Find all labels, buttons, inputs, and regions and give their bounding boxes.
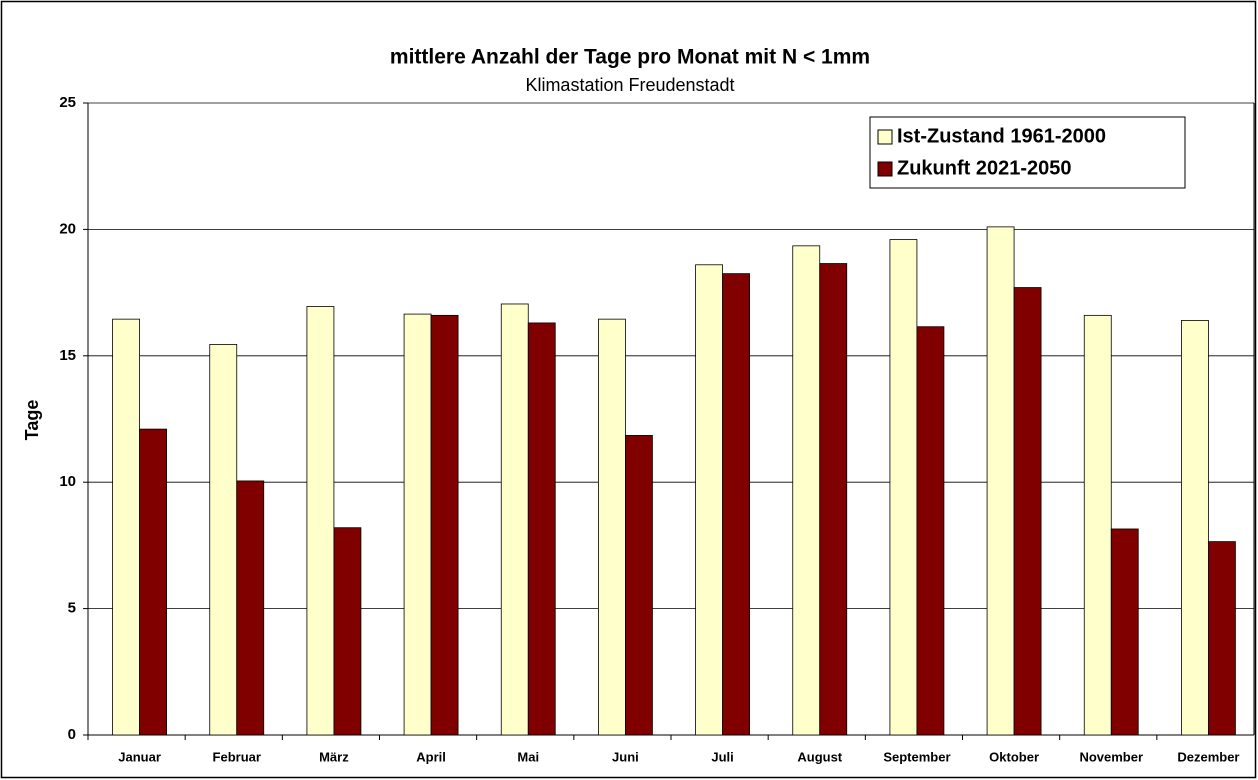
x-tick-label: März	[319, 749, 349, 764]
legend-label: Ist-Zustand 1961-2000	[897, 125, 1106, 147]
x-tick-label: Dezember	[1177, 749, 1239, 764]
x-tick-label: August	[797, 749, 842, 764]
legend-box	[869, 116, 1186, 189]
y-tick-label: 20	[59, 220, 76, 237]
bar	[236, 480, 265, 736]
y-tick-label: 15	[59, 347, 76, 364]
bar	[403, 313, 432, 736]
x-tick-label: Februar	[213, 749, 261, 764]
y-tick-label: 10	[59, 473, 76, 490]
bar	[695, 264, 723, 736]
bar	[889, 239, 918, 736]
y-tick-label: 0	[68, 726, 76, 743]
bar	[916, 326, 945, 736]
bar	[1083, 314, 1112, 736]
bar	[527, 322, 556, 736]
chart-subtitle: Klimastation Freudenstadt	[525, 75, 734, 95]
bar	[306, 306, 335, 736]
x-tick-label: Juni	[612, 749, 639, 764]
x-tick-label: Oktober	[989, 749, 1039, 764]
y-tick-label: 25	[59, 94, 76, 111]
plot-area	[88, 103, 1254, 735]
legend-label: Zukunft 2021-2050	[897, 157, 1072, 179]
bar	[500, 303, 529, 736]
bar	[1208, 541, 1236, 736]
bar	[430, 314, 459, 736]
bar	[722, 273, 750, 736]
bar	[1110, 528, 1139, 736]
bar	[139, 428, 167, 736]
x-tick-label: November	[1079, 749, 1143, 764]
bar	[625, 435, 653, 736]
bar	[986, 226, 1015, 736]
legend-swatch	[877, 161, 893, 177]
x-tick-label: Januar	[118, 749, 161, 764]
x-tick-label: Juli	[711, 749, 733, 764]
chart-title: mittlere Anzahl der Tage pro Monat mit N…	[390, 46, 870, 69]
y-axis-label: Tage	[22, 400, 42, 441]
y-tick-label: 5	[68, 600, 76, 617]
bar	[1013, 287, 1042, 736]
x-tick-label: September	[883, 749, 950, 764]
bar	[112, 318, 140, 736]
x-tick-label: April	[416, 749, 446, 764]
bar	[209, 344, 238, 736]
x-tick-label: Mai	[517, 749, 539, 764]
bar	[792, 245, 821, 736]
bar	[598, 318, 626, 736]
legend-swatch	[877, 129, 893, 145]
bar	[333, 527, 362, 736]
bar	[819, 263, 848, 736]
bar	[1181, 320, 1209, 736]
